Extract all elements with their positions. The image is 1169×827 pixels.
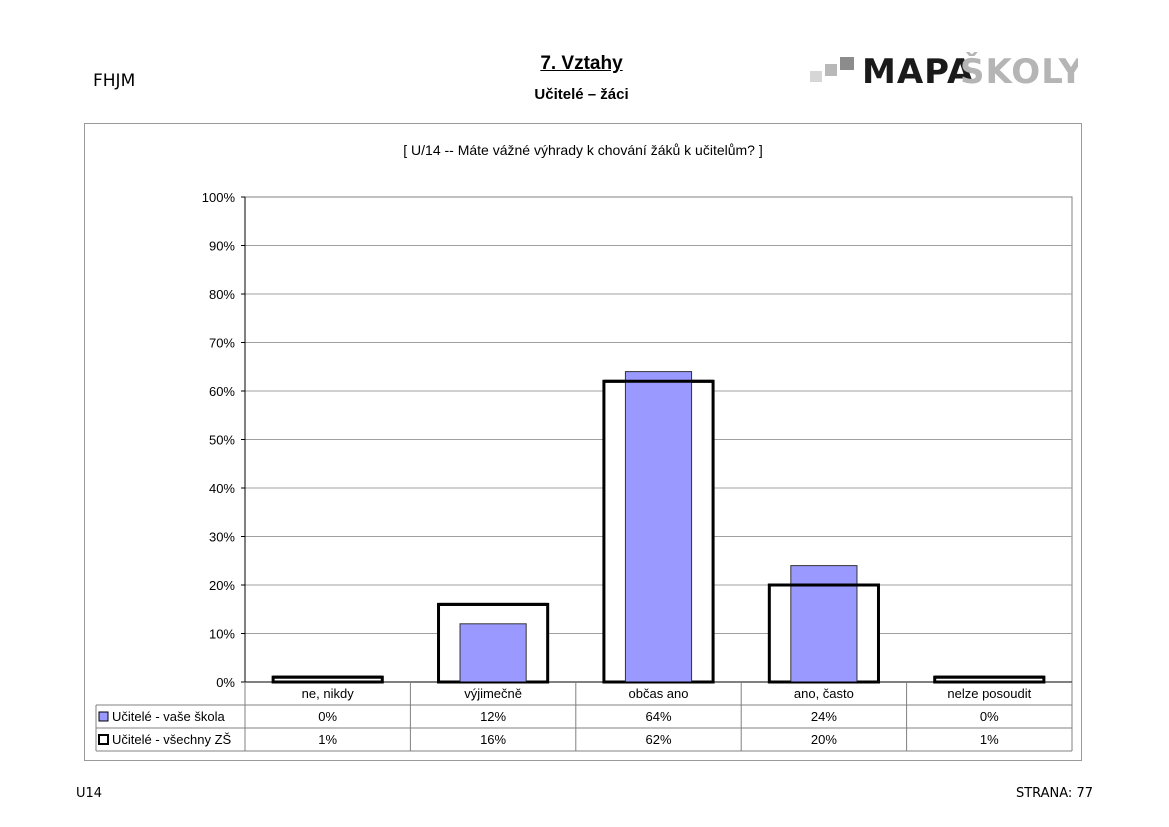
data-label-your-school: 12% [480, 709, 506, 724]
y-tick-label: 90% [209, 239, 235, 254]
section-subtitle: Učitelé – žáci [534, 86, 629, 103]
y-tick-label: 60% [209, 384, 235, 399]
logo-text-dark: MAPA [862, 52, 974, 92]
data-table: ne, nikdy 0% 1% výjimečně 12% 16% občas ano 64%… [95, 682, 1073, 752]
logo-square-1 [810, 71, 822, 82]
y-tick-label: 50% [209, 433, 235, 448]
legend-key-your-school [98, 711, 109, 722]
bar-your-school [624, 371, 693, 683]
y-tick-label: 80% [209, 287, 235, 302]
bar-chart: [ U/14 -- Máte vážné výhrady k chování ž… [95, 142, 1073, 752]
data-label-all-schools: 1% [980, 732, 999, 747]
axes: 0% 10% 20% 30% 40% 50% 60% 70% 80% 90% 100% [202, 190, 1072, 690]
data-label-your-school: 64% [645, 709, 671, 724]
mapaskoly-logo: MAPA ŠKOLY [810, 52, 1078, 92]
bar-your-school [790, 565, 858, 683]
category-label: nelze posoudit [947, 686, 1031, 701]
y-tick-label: 0% [216, 675, 235, 690]
y-tick-label: 20% [209, 578, 235, 593]
school-code: FHJM [93, 71, 136, 91]
data-label-your-school: 0% [318, 709, 337, 724]
category-label: výjimečně [464, 686, 522, 701]
y-tick-label: 30% [209, 530, 235, 545]
data-label-all-schools: 62% [645, 732, 671, 747]
bar-your-school [459, 623, 527, 683]
logo-square-3 [840, 57, 854, 70]
logo-square-2 [825, 64, 837, 76]
category-label: občas ano [629, 686, 689, 701]
footer-question-code: U14 [76, 786, 103, 801]
legend-label-all-schools: Učitelé - všechny ZŠ [112, 732, 232, 747]
legend-label-your-school: Učitelé - vaše škola [112, 709, 225, 724]
y-tick-label: 70% [209, 336, 235, 351]
y-tick-label: 100% [202, 190, 236, 205]
section-title: 7. Vztahy [540, 53, 623, 74]
category-label: ano, často [794, 686, 854, 701]
data-label-all-schools: 1% [318, 732, 337, 747]
data-label-your-school: 0% [980, 709, 999, 724]
footer-page-number: STRANA: 77 [1015, 786, 1093, 801]
y-tick-label: 10% [209, 627, 235, 642]
logo-text-light: ŠKOLY [960, 52, 1078, 92]
chart-title: [ U/14 -- Máte vážné výhrady k chování ž… [403, 142, 763, 158]
bars [271, 371, 1046, 684]
data-label-your-school: 24% [811, 709, 837, 724]
legend-key-all-schools [98, 734, 109, 745]
y-tick-label: 40% [209, 481, 235, 496]
data-label-all-schools: 20% [811, 732, 837, 747]
category-label: ne, nikdy [302, 686, 355, 701]
chart-frame [84, 123, 1082, 761]
data-label-all-schools: 16% [480, 732, 506, 747]
